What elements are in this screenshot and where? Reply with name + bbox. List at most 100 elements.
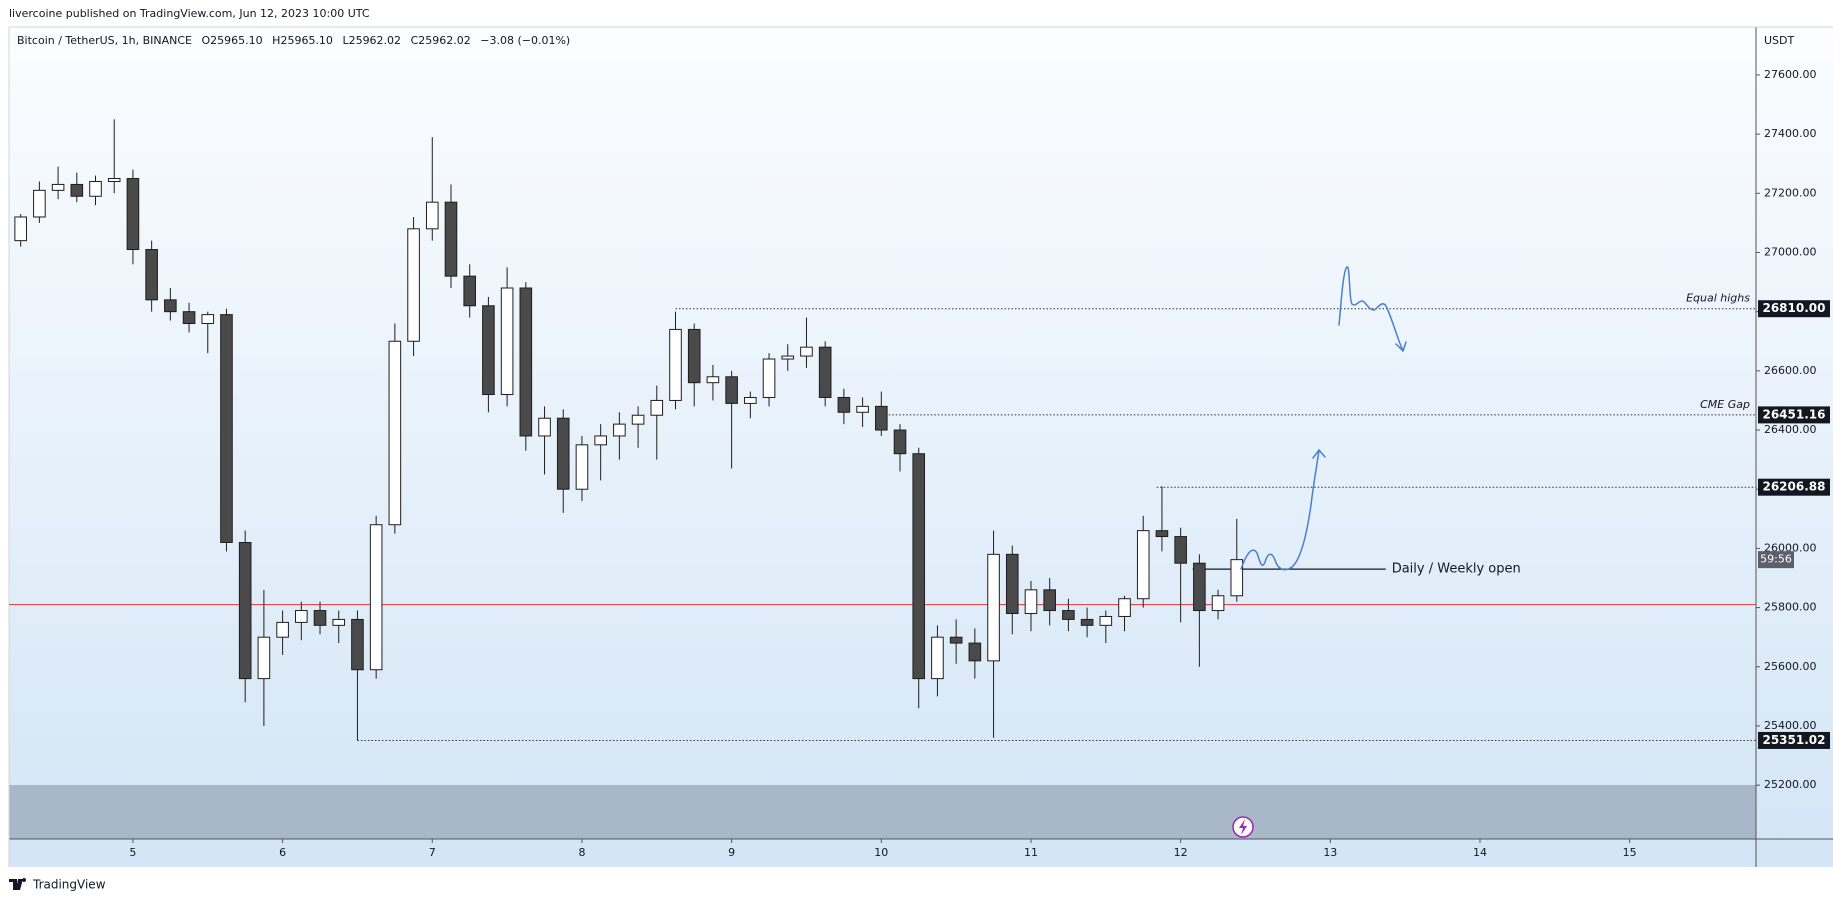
candle-body	[893, 429, 907, 455]
candle-body	[1193, 562, 1206, 612]
y-tick-label: 26600.00	[1764, 364, 1817, 377]
candle-body	[650, 399, 664, 416]
x-tick-label: 11	[1024, 846, 1038, 859]
x-tick-label: 9	[728, 846, 735, 859]
y-tick-label: 27000.00	[1764, 245, 1817, 258]
arrow-head	[1312, 449, 1326, 459]
legend-value: −3.08 (−0.01%)	[480, 34, 570, 47]
x-tick-label: 10	[874, 846, 888, 859]
level-annotation: CME Gap	[1700, 398, 1750, 411]
candle-body	[1211, 595, 1225, 612]
y-tick-label: 27600.00	[1764, 68, 1817, 81]
candle-body	[332, 618, 346, 626]
x-tick-label: 7	[429, 846, 436, 859]
candle-body	[800, 346, 813, 357]
x-tick-label: 5	[129, 846, 136, 859]
candle-body	[968, 642, 982, 662]
candle-body	[201, 314, 215, 325]
drawing-down	[1338, 266, 1404, 352]
candle-body	[444, 201, 458, 277]
candle-body	[837, 396, 851, 413]
alert-icon[interactable]	[1232, 816, 1254, 838]
candle-body	[781, 355, 795, 360]
hand-drawings	[1240, 266, 1407, 571]
y-tick-label: 25200.00	[1764, 778, 1817, 791]
legend-value: O25965.10	[202, 34, 263, 47]
x-tick-label: 6	[279, 846, 286, 859]
candle-body	[351, 618, 364, 671]
level-price-label: 26451.16	[1762, 407, 1825, 421]
legend-value: C25962.02	[411, 34, 471, 47]
candle-body	[538, 417, 551, 437]
candle-body	[482, 305, 495, 396]
candle-body	[70, 183, 84, 197]
candle-body	[1080, 618, 1094, 626]
y-tick-label: 25800.00	[1764, 601, 1817, 614]
bottom-pane	[9, 785, 1756, 839]
candle-body	[762, 358, 776, 398]
candle-body	[238, 541, 252, 680]
level-price-label: 26810.00	[1762, 301, 1825, 315]
candle-body	[425, 201, 439, 230]
candle-body	[594, 435, 607, 446]
candle-body	[1005, 553, 1019, 615]
candle-body	[706, 376, 720, 384]
candle-body	[912, 453, 926, 680]
y-tick-label: 27400.00	[1764, 127, 1817, 140]
candle-body	[575, 444, 589, 490]
x-tick-label: 12	[1174, 846, 1188, 859]
x-tick-label: 15	[1623, 846, 1637, 859]
footer-brand: TradingView	[32, 878, 106, 892]
candle-body	[856, 405, 869, 413]
x-tick-label: 14	[1473, 846, 1487, 859]
candle-body	[388, 340, 402, 526]
level-price-box	[1758, 300, 1830, 318]
plot-layer: 25200.0025400.0025600.0025800.0026000.00…	[9, 68, 1830, 859]
candle-body	[613, 423, 626, 437]
candle-body	[1118, 598, 1131, 617]
candle-body	[949, 636, 963, 644]
candle-body	[987, 553, 1000, 662]
candle-body	[276, 621, 289, 638]
open-line-label: Daily / Weekly open	[1392, 562, 1521, 577]
level-price-label: 26206.88	[1762, 480, 1825, 494]
candle-body	[931, 636, 944, 680]
candle-body	[875, 405, 888, 431]
level-annotation: Equal highs	[1686, 292, 1750, 305]
candle-body	[1155, 530, 1169, 538]
candle-body	[818, 346, 832, 398]
countdown-label: 59:56	[1760, 553, 1792, 566]
level-price-label: 25351.02	[1762, 733, 1825, 747]
candle-body	[463, 275, 476, 307]
level-price-box	[1758, 406, 1830, 424]
chart-background	[9, 27, 1833, 867]
candle-body	[107, 178, 121, 182]
candle-body	[1024, 589, 1038, 615]
candle-body	[51, 183, 65, 191]
candle-body	[631, 414, 645, 425]
candle-body	[500, 287, 514, 396]
symbol-legend: Bitcoin / TetherUS, 1h, BINANCE O25965.1…	[17, 34, 570, 47]
candle-body	[687, 328, 701, 384]
candle-body	[257, 636, 271, 680]
candle-body	[33, 189, 46, 218]
legend-value: H25965.10	[272, 34, 333, 47]
candle-body	[295, 610, 308, 623]
candle-body	[669, 328, 682, 401]
y-tick-label: 25400.00	[1764, 719, 1817, 732]
candle-body	[14, 216, 27, 242]
level-price-box	[1758, 731, 1830, 749]
candle-body	[126, 178, 140, 251]
candle-body	[1230, 559, 1244, 597]
alert-bolt[interactable]	[1239, 819, 1247, 835]
candle-body	[519, 287, 533, 437]
logo-mark	[9, 878, 27, 890]
candle-body	[744, 396, 757, 404]
candle-body	[164, 299, 177, 313]
symbol: Bitcoin / TetherUS, 1h, BINANCE	[17, 34, 192, 47]
candle-body	[369, 524, 383, 671]
candle-body	[313, 610, 327, 626]
candle-body	[1136, 530, 1150, 600]
x-tick-label: 13	[1323, 846, 1337, 859]
